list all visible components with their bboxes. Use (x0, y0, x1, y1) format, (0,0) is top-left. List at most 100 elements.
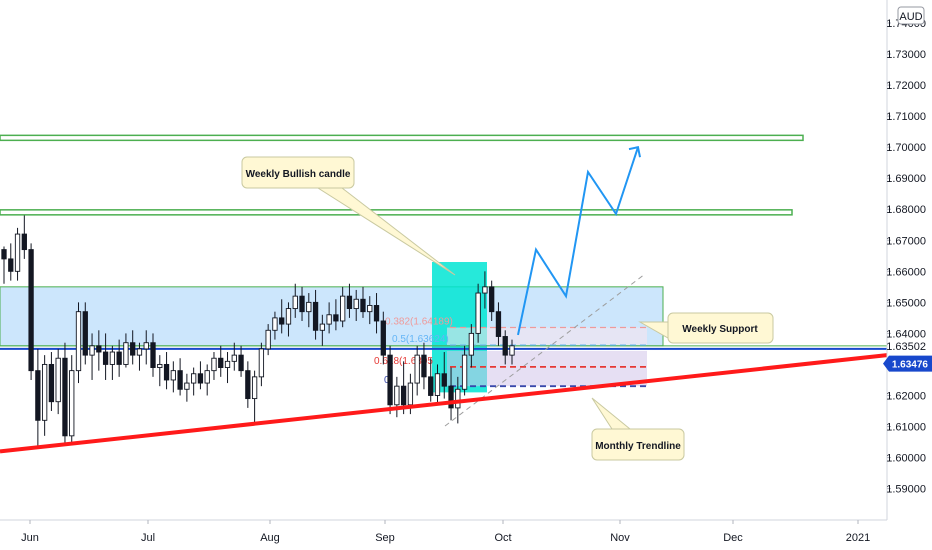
time-tick-label: 2021 (846, 532, 870, 544)
time-tick-label: Jun (21, 532, 39, 544)
candle-body (265, 329, 271, 350)
candle-body (197, 373, 204, 384)
candle-body (448, 385, 454, 409)
price-tick-label: 1.59000 (886, 484, 926, 496)
plot-background (0, 0, 887, 520)
candle-body (238, 354, 244, 372)
resistance-2-line (0, 209, 793, 216)
candle-body (455, 388, 461, 409)
weekly-bullish-candle-label: Weekly Bullish candle (246, 169, 351, 180)
candle-body (340, 295, 346, 322)
price-tick-label: 1.65000 (886, 297, 926, 309)
candle-body (8, 258, 14, 272)
price-tags: 1.63502 1.63476 (883, 338, 932, 372)
candle-body (177, 370, 183, 390)
price-tag-last-box (883, 355, 932, 372)
candle-body (421, 354, 427, 378)
candle-body (400, 385, 407, 406)
price-tick-label: 1.67000 (886, 235, 926, 247)
candle-body (394, 385, 400, 406)
candle-body (475, 292, 481, 334)
candle-body (306, 301, 312, 313)
candle-body (251, 376, 258, 400)
callout-box (667, 312, 774, 344)
time-tick-label: Nov (610, 532, 630, 544)
price-tick-label: 1.66000 (886, 266, 926, 278)
candle-body (231, 354, 237, 362)
candle-body (428, 376, 434, 396)
price-axis-background (887, 0, 932, 550)
candle-body (509, 345, 515, 356)
candle-body (150, 342, 156, 368)
candle-body (461, 354, 468, 390)
price-tick-label: 1.60000 (886, 453, 926, 465)
candle-body (367, 305, 373, 313)
candle-body (109, 351, 116, 365)
candle-body (157, 363, 163, 368)
zones-layer (0, 262, 664, 393)
fib-label-0.382: 0.382(1.64189) (385, 317, 453, 328)
candle-body (407, 382, 414, 406)
time-axis[interactable]: Jun Jul Aug Sep Oct Nov Dec 2021 (0, 519, 887, 544)
price-tick-label: 1.73000 (886, 49, 926, 61)
currency-badge[interactable]: AUD (897, 6, 925, 25)
fib-diagonal (444, 273, 646, 427)
candle-body (299, 295, 305, 313)
candle-body (163, 363, 170, 381)
price-tick-label: 1.70000 (886, 142, 926, 154)
candle-body (279, 317, 285, 325)
weekly-bullish-candle-callout[interactable]: Weekly Bullish candle (241, 156, 456, 276)
price-axis[interactable]: 1.590001.600001.610001.620001.630001.640… (883, 0, 932, 550)
candle-body (21, 233, 27, 251)
candle-body (468, 332, 475, 356)
currency-label: AUD (899, 11, 922, 23)
time-tick-label: Jul (141, 532, 155, 544)
currency-badge-box (897, 6, 925, 25)
candle-body (482, 286, 488, 294)
candle-body (41, 363, 48, 421)
projection-arrowhead (628, 145, 641, 158)
candle-body (130, 342, 136, 356)
candle-body (14, 233, 21, 272)
weekly-support-callout[interactable]: Weekly Support (638, 312, 774, 344)
candle-body (89, 345, 95, 356)
candle-body (312, 301, 319, 331)
candle-body (184, 382, 190, 390)
price-tick-label: 1.69000 (886, 173, 926, 185)
candle-body (502, 336, 508, 356)
candle-body (48, 363, 55, 403)
resistance-1-line (0, 134, 804, 142)
monthly-trendline-callout[interactable]: Monthly Trendline (591, 397, 685, 461)
candle-body (28, 249, 34, 372)
fib-zone-lower (447, 350, 647, 387)
candle-body (441, 373, 447, 387)
candle-body (123, 342, 129, 365)
candle-body (489, 286, 495, 313)
candle-body (191, 373, 197, 384)
time-tick-label: Oct (494, 532, 511, 544)
candle-body (353, 298, 359, 310)
price-tick-label: 1.62000 (886, 390, 926, 402)
fib-label-0.5: 0.5(1.63624) (392, 334, 449, 345)
candle-body (319, 323, 325, 331)
candle-body (116, 351, 122, 365)
candles-layer (1, 215, 515, 449)
candle-body (333, 314, 339, 322)
monthly-trendline-label: Monthly Trendline (595, 441, 681, 452)
candle-body (387, 354, 393, 406)
candle-body (55, 357, 61, 403)
candle-body (373, 305, 380, 322)
price-tick-label: 1.64000 (886, 328, 926, 340)
time-tick-label: Sep (375, 532, 395, 544)
time-tick-label: Aug (260, 532, 280, 544)
candle-body (360, 298, 366, 313)
candle-body (1, 249, 7, 260)
candle-body (143, 342, 149, 350)
time-tick-label: Dec (723, 532, 743, 544)
candle-body (136, 348, 143, 356)
monthly-trendline (0, 353, 888, 454)
candle-body (96, 345, 102, 353)
candle-body (75, 311, 82, 372)
candle-body (62, 357, 68, 437)
